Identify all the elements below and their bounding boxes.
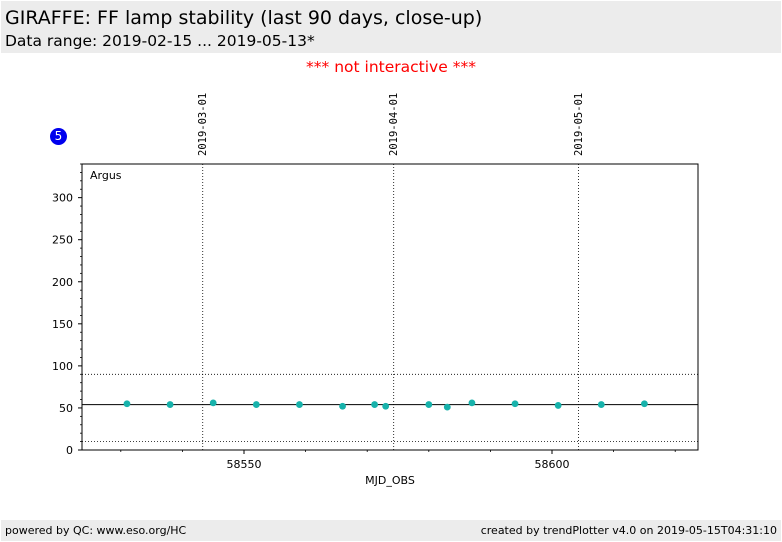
data-point xyxy=(371,401,378,408)
data-point xyxy=(597,401,605,408)
data-point xyxy=(443,403,451,411)
data-point xyxy=(209,399,217,407)
header-panel: GIRAFFE: FF lamp stability (last 90 days… xyxy=(1,1,781,53)
data-point xyxy=(339,402,346,410)
y-tick-label: 100 xyxy=(52,360,73,373)
data-point xyxy=(511,400,519,408)
panel-label: Argus xyxy=(90,169,122,182)
footer-powered-by: powered by QC: www.eso.org/HC xyxy=(5,524,187,537)
data-point xyxy=(468,399,476,407)
data-point xyxy=(554,402,562,409)
y-tick-label: 150 xyxy=(52,318,73,331)
not-interactive-notice: *** not interactive *** xyxy=(306,58,476,76)
y-tick-label: 50 xyxy=(59,402,73,415)
footer-panel: powered by QC: www.eso.org/HC created by… xyxy=(1,520,781,541)
plot-number-badge: 5 xyxy=(50,128,67,145)
y-tick-label: 200 xyxy=(52,276,73,289)
y-tick-label: 250 xyxy=(52,234,73,247)
data-point xyxy=(382,402,390,410)
date-marker-label: 2019-03-01 xyxy=(197,93,209,156)
x-tick-label: 58600 xyxy=(535,458,570,471)
data-point xyxy=(166,401,174,408)
x-axis-label: MJD_OBS xyxy=(365,474,415,487)
data-range-subtitle: Data range: 2019-02-15 ... 2019-05-13* xyxy=(5,32,315,50)
y-tick-label: 0 xyxy=(66,444,73,457)
data-point xyxy=(425,401,433,408)
data-point xyxy=(123,400,131,408)
data-point xyxy=(252,401,260,408)
page-title: GIRAFFE: FF lamp stability (last 90 days… xyxy=(5,7,483,29)
footer-created-by: created by trendPlotter v4.0 on 2019-05-… xyxy=(480,524,777,537)
date-marker-label: 2019-04-01 xyxy=(388,93,400,156)
data-point xyxy=(296,401,303,408)
y-tick-label: 300 xyxy=(52,192,73,205)
date-marker-label: 2019-05-01 xyxy=(573,93,585,156)
plot-frame xyxy=(81,163,699,451)
x-tick-label: 58550 xyxy=(227,458,262,471)
data-point xyxy=(641,400,648,408)
